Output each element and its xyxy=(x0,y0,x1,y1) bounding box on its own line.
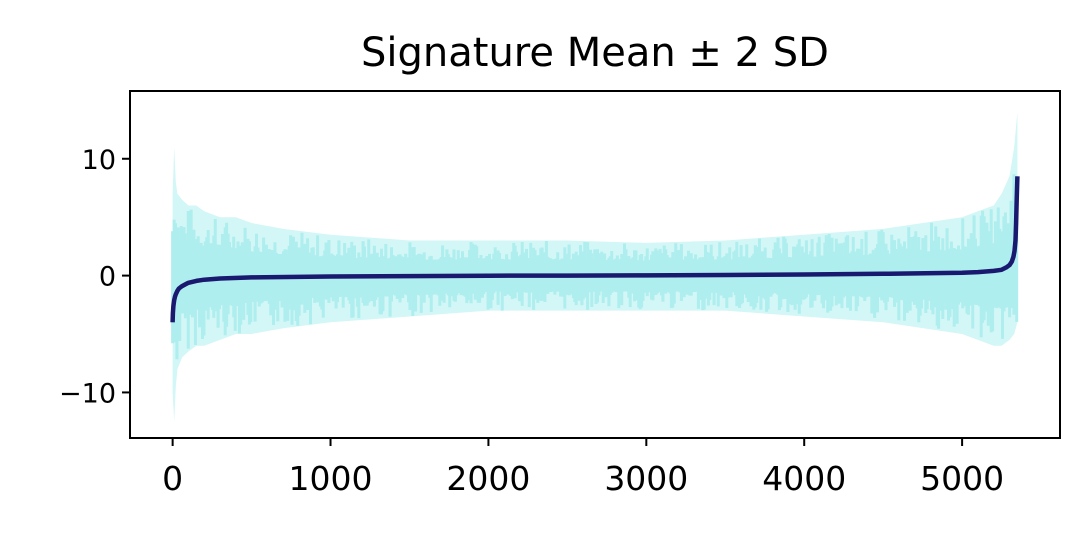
y-tick-label: 0 xyxy=(99,262,116,293)
mean-line xyxy=(170,176,1020,323)
plot-frame xyxy=(129,90,1061,439)
x-tick-label: 2000 xyxy=(446,459,530,498)
sd-band-spikes xyxy=(171,174,1019,360)
x-tick-label: 5000 xyxy=(920,459,1004,498)
y-tick-label: 10 xyxy=(82,145,116,176)
chart-title: Signature Mean ± 2 SD xyxy=(361,30,829,76)
x-tick-label: 4000 xyxy=(762,459,846,498)
x-tick-label: 1000 xyxy=(289,459,373,498)
x-axis: 0 1000 2000 3000 4000 5000 xyxy=(162,438,1004,498)
y-axis: −10 0 10 xyxy=(59,145,130,409)
x-tick-label: 0 xyxy=(162,459,183,498)
x-tick-label: 3000 xyxy=(604,459,688,498)
plot-area xyxy=(170,112,1020,422)
y-tick-label: −10 xyxy=(59,378,116,409)
